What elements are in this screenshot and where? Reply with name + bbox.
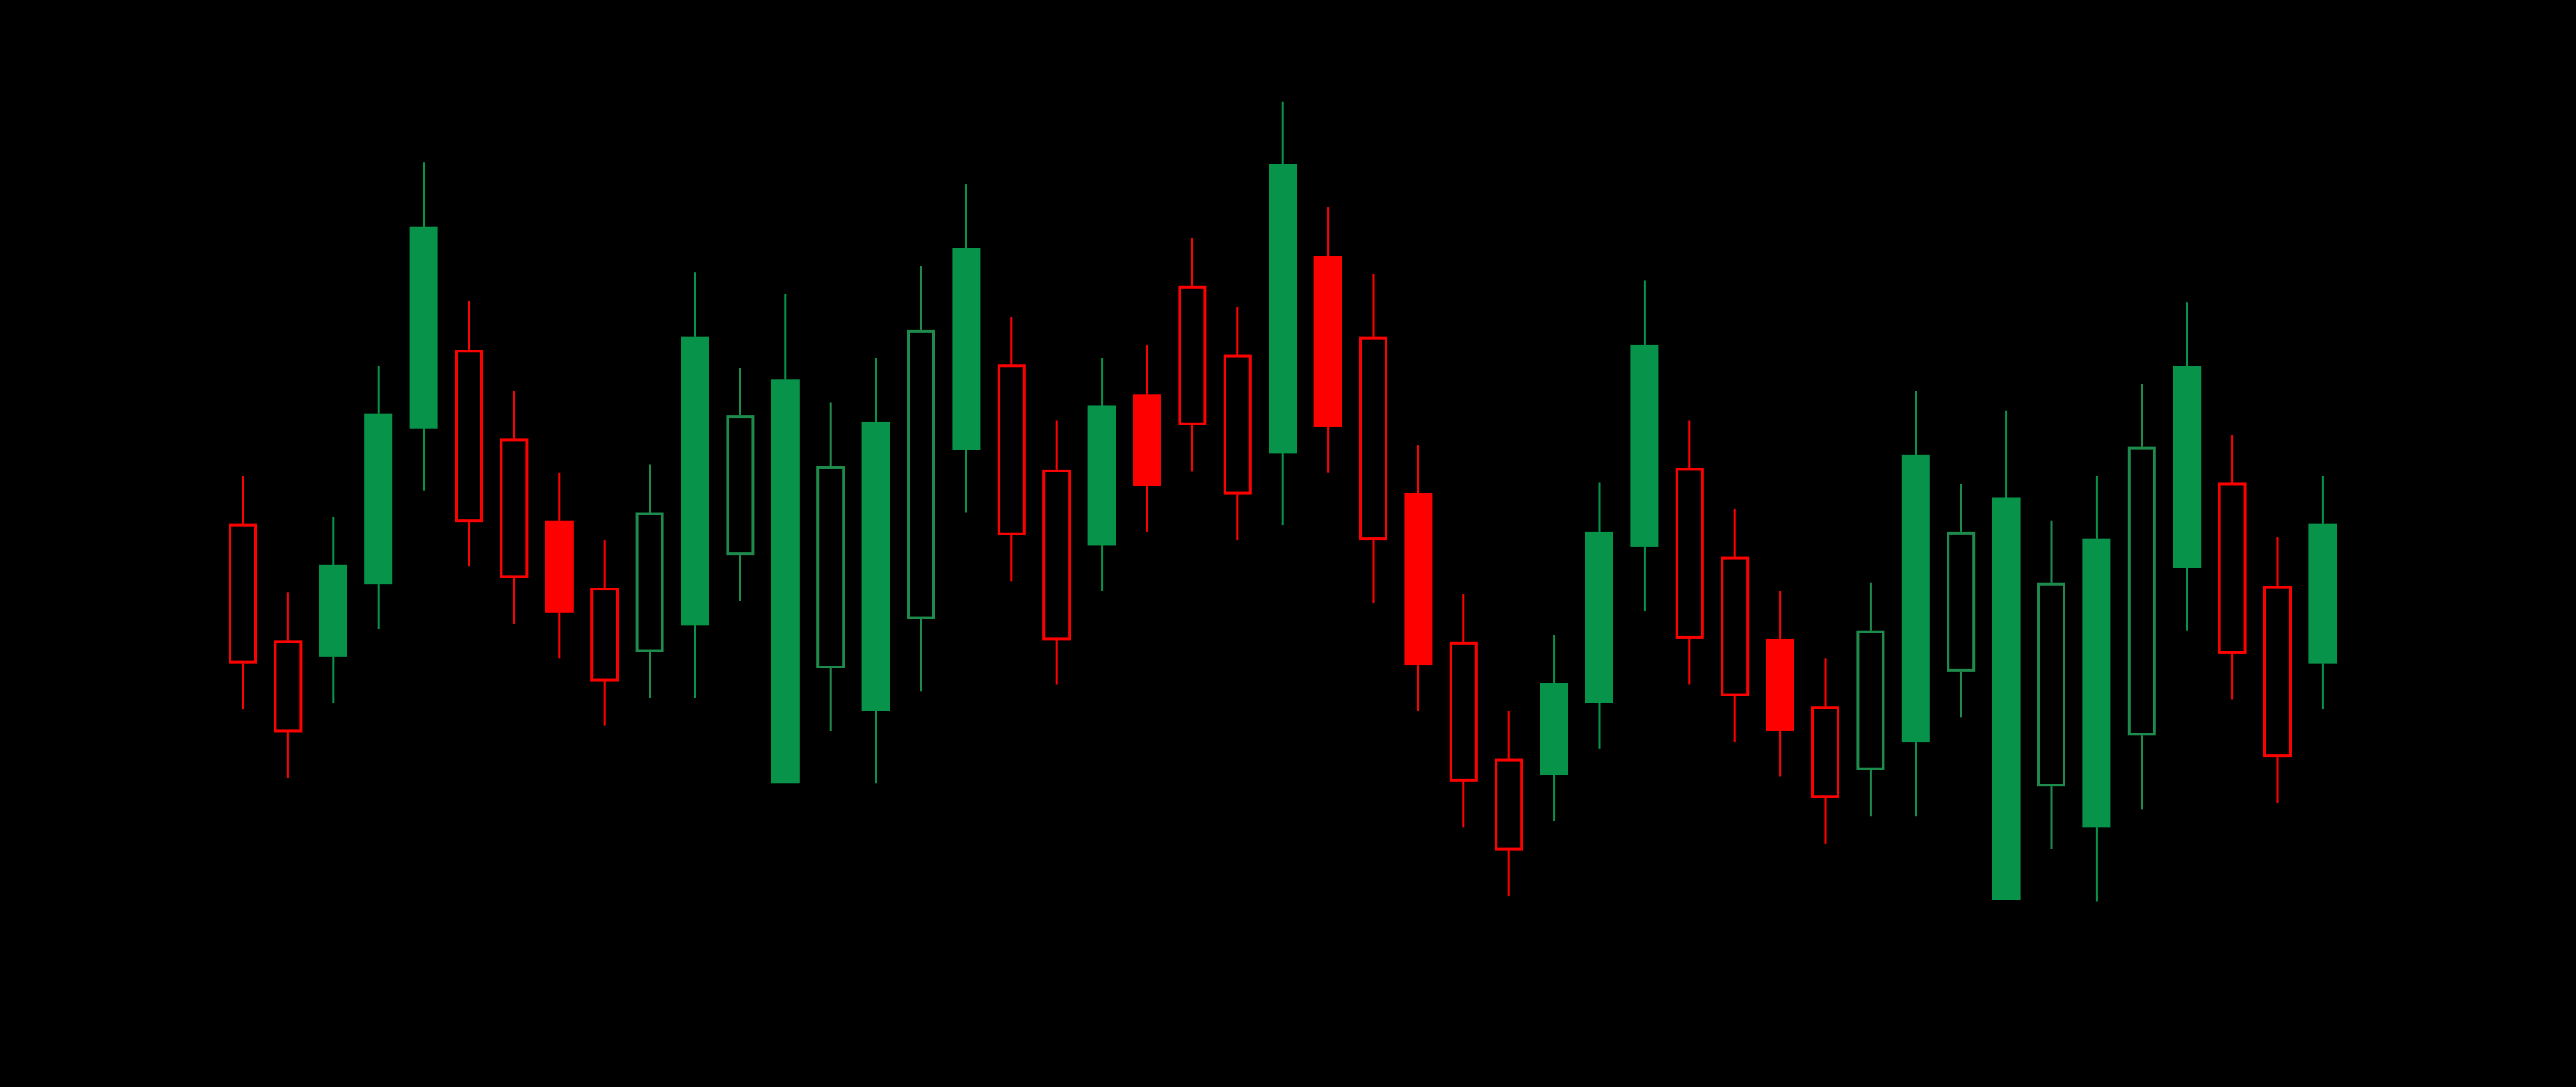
candle-body bbox=[1449, 641, 1478, 782]
candle bbox=[771, 294, 800, 784]
candle bbox=[635, 464, 664, 698]
candle-body bbox=[861, 421, 890, 711]
candle-body bbox=[1811, 706, 1839, 798]
candle bbox=[1947, 484, 1976, 718]
candle-body bbox=[1766, 638, 1794, 731]
candle bbox=[409, 162, 438, 491]
candle-body bbox=[2218, 482, 2247, 654]
candle-body bbox=[1087, 405, 1116, 546]
candle-body bbox=[635, 512, 664, 652]
candle-body bbox=[2082, 538, 2111, 828]
candle bbox=[1811, 658, 1839, 844]
candle bbox=[907, 266, 935, 692]
candle bbox=[319, 517, 347, 703]
candle bbox=[2173, 302, 2202, 631]
candle-body bbox=[2308, 523, 2337, 664]
candle bbox=[2263, 537, 2292, 803]
candle bbox=[2127, 384, 2156, 810]
candle-body bbox=[1856, 630, 1885, 770]
candle bbox=[1992, 410, 2021, 900]
candle bbox=[545, 472, 574, 659]
candle-body bbox=[681, 336, 709, 626]
candle bbox=[952, 184, 981, 513]
candles-group bbox=[229, 101, 2337, 902]
candle bbox=[681, 272, 709, 698]
candle bbox=[1766, 590, 1794, 777]
candle bbox=[997, 317, 1026, 582]
candle-body bbox=[997, 364, 1026, 535]
candle bbox=[1042, 420, 1071, 685]
candle-body bbox=[1042, 469, 1071, 641]
candle-body bbox=[1404, 493, 1433, 666]
candle-body bbox=[816, 466, 845, 668]
candle-body bbox=[1992, 497, 2021, 900]
candle-body bbox=[1540, 683, 1568, 776]
candle bbox=[1178, 238, 1207, 472]
candle bbox=[274, 592, 303, 778]
candle-body bbox=[1178, 285, 1207, 425]
candle-body bbox=[409, 226, 438, 429]
candle bbox=[1313, 207, 1342, 473]
candle bbox=[1133, 344, 1161, 532]
candle-body bbox=[1721, 556, 1750, 696]
candle bbox=[1223, 307, 1252, 541]
candle-body bbox=[1359, 336, 1387, 541]
candle-body bbox=[455, 350, 483, 523]
candle-body bbox=[1133, 394, 1161, 486]
candle-body bbox=[726, 415, 755, 556]
candle-body bbox=[1585, 531, 1613, 703]
candle bbox=[500, 391, 529, 624]
candle-body bbox=[319, 564, 347, 657]
candle bbox=[1269, 101, 1297, 526]
candle bbox=[1630, 280, 1659, 611]
candle-body bbox=[500, 438, 529, 578]
candle-body bbox=[590, 588, 619, 682]
candle bbox=[1675, 420, 1704, 685]
candle-body bbox=[771, 379, 800, 784]
candle bbox=[1359, 274, 1387, 603]
candle bbox=[726, 368, 755, 601]
candle-body bbox=[1269, 164, 1297, 454]
candle bbox=[2218, 435, 2247, 700]
candle bbox=[1540, 635, 1568, 821]
candle bbox=[2037, 520, 2065, 849]
candle-body bbox=[1223, 354, 1252, 495]
candle bbox=[229, 476, 257, 710]
candle-body bbox=[1630, 344, 1659, 547]
candle bbox=[1495, 711, 1523, 897]
candle bbox=[861, 358, 890, 784]
candle-body bbox=[907, 329, 935, 619]
candle-body bbox=[2127, 446, 2156, 736]
candle bbox=[2308, 476, 2337, 710]
candle-body bbox=[364, 413, 393, 585]
candle-body bbox=[274, 640, 303, 733]
candle-body bbox=[229, 523, 257, 664]
candle bbox=[590, 540, 619, 726]
candle-body bbox=[1495, 758, 1523, 851]
candle bbox=[1404, 445, 1433, 711]
candle bbox=[1856, 582, 1885, 817]
candle bbox=[455, 300, 483, 567]
candle bbox=[1449, 594, 1478, 828]
candle-body bbox=[1947, 531, 1976, 672]
candle-body bbox=[2037, 582, 2065, 787]
candle-body bbox=[952, 248, 981, 450]
candle-body bbox=[1901, 454, 1930, 743]
candle bbox=[364, 366, 393, 629]
candle-body bbox=[545, 520, 574, 613]
candle-body bbox=[2173, 366, 2202, 568]
candle-body bbox=[1313, 256, 1342, 427]
candle bbox=[1087, 358, 1116, 591]
candle-body bbox=[2263, 586, 2292, 758]
candle bbox=[1721, 509, 1750, 743]
candle bbox=[2082, 476, 2111, 902]
candle-body bbox=[1675, 468, 1704, 639]
candle bbox=[1901, 391, 1930, 817]
candle bbox=[816, 402, 845, 731]
candle bbox=[1585, 482, 1613, 749]
